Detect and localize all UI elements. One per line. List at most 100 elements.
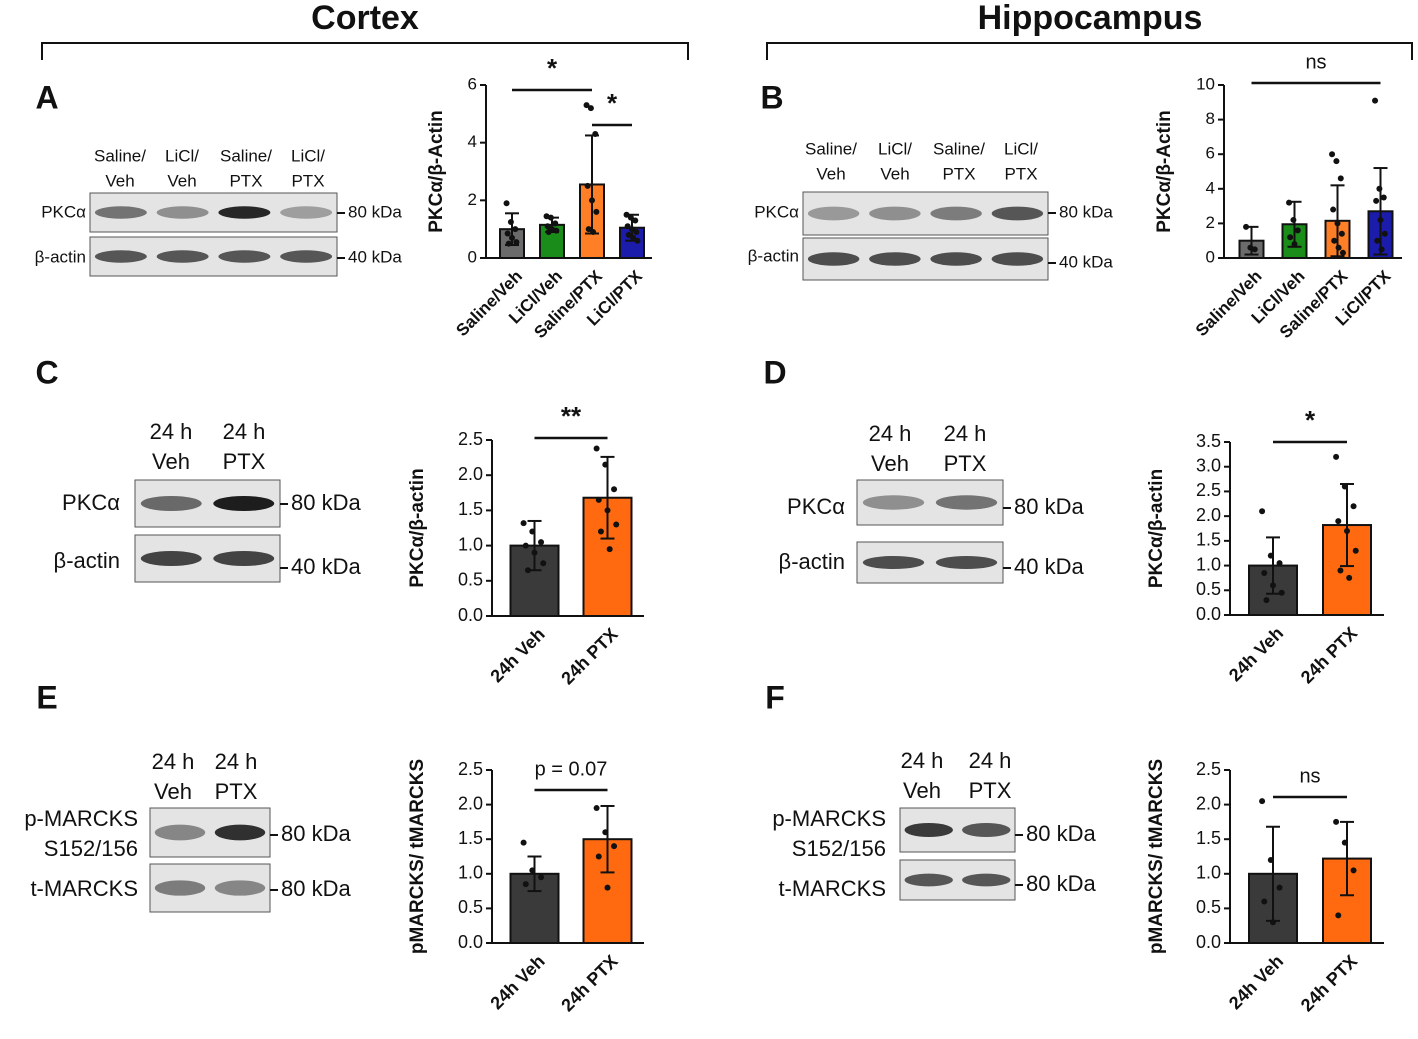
x-tick-label: Saline/Veh — [1192, 267, 1266, 341]
data-point — [538, 539, 545, 546]
y-tick-label: 2.0 — [1196, 505, 1221, 525]
blot-band — [935, 495, 998, 510]
row-label: p-MARCKS — [24, 806, 138, 831]
data-point — [629, 226, 635, 233]
data-point — [1339, 249, 1346, 256]
data-point — [1377, 216, 1384, 223]
blot-band — [962, 873, 1011, 887]
blot-band — [154, 824, 206, 841]
row-label: S152/156 — [44, 836, 138, 861]
lane-label: PTX — [223, 449, 266, 474]
lane-label: 24 h — [152, 749, 195, 774]
y-tick-label: 8 — [1206, 109, 1215, 128]
lane-label: Saline/ — [220, 146, 272, 165]
data-point — [547, 214, 554, 221]
lane-label: Veh — [816, 164, 845, 183]
data-point — [1341, 839, 1348, 846]
data-point — [632, 217, 639, 224]
data-point — [1352, 547, 1359, 554]
error-bar — [1340, 483, 1354, 568]
y-axis-title: PKCα/β-actin — [407, 468, 428, 587]
y-tick-label: 0.5 — [1196, 579, 1221, 599]
error-bar — [1340, 820, 1354, 897]
panel-letter: B — [760, 79, 783, 115]
y-axis-title: PKCα/β-Actin — [426, 110, 447, 233]
lane-label: LiCl/ — [291, 146, 325, 165]
bar — [509, 872, 560, 944]
bracket — [766, 42, 1413, 60]
data-point — [1381, 230, 1388, 237]
x-tick-label: 24h PTX — [557, 624, 621, 688]
blot-band — [94, 250, 147, 263]
y-axis-title: pMARCKS/ tMARCKS — [1146, 759, 1167, 954]
data-point — [1337, 567, 1344, 574]
x-tick-label: 24h Veh — [1225, 623, 1287, 685]
blot-band — [156, 250, 209, 263]
x-tick-label: 24h PTX — [1297, 623, 1361, 687]
lane-label: LiCl/ — [878, 139, 912, 158]
data-point — [1338, 230, 1345, 237]
blot-band — [930, 252, 982, 266]
y-tick-label: 2.5 — [458, 429, 483, 449]
blot-band — [807, 206, 860, 221]
lane-label: PTX — [229, 171, 262, 190]
blot-band — [991, 206, 1044, 221]
data-point — [602, 829, 609, 836]
row-label: PKCα — [754, 202, 799, 221]
data-point — [625, 231, 632, 238]
data-point — [604, 507, 611, 514]
blot-band — [280, 206, 333, 219]
data-point — [1331, 237, 1338, 244]
lane-label: 24 h — [969, 748, 1012, 773]
significance-label: ** — [561, 401, 582, 431]
marker-label: 40 kDa — [348, 247, 402, 266]
panel-letter: D — [763, 354, 786, 390]
data-point — [595, 853, 602, 860]
y-tick-label: 0.0 — [458, 605, 483, 625]
data-point — [1344, 527, 1350, 534]
lane-label: Veh — [903, 778, 941, 803]
data-point — [1372, 97, 1379, 104]
data-point — [512, 226, 519, 233]
y-tick-label: 1.5 — [1196, 828, 1221, 848]
blot-band — [214, 880, 266, 896]
marker-label: 80 kDa — [281, 876, 351, 901]
blot-band — [904, 873, 953, 887]
y-tick-label: 1.5 — [458, 828, 483, 848]
blot-band — [280, 250, 333, 263]
y-tick-label: 2 — [468, 190, 477, 209]
y-tick-label: 1.0 — [1196, 554, 1221, 574]
lane-label: LiCl/ — [165, 146, 199, 165]
data-point — [624, 223, 631, 230]
data-point — [1243, 223, 1250, 230]
row-label: β-actin — [748, 246, 799, 265]
data-point — [1337, 175, 1344, 182]
blot-band — [140, 550, 202, 567]
data-point — [1294, 227, 1301, 234]
y-tick-label: 0.5 — [458, 897, 483, 917]
row-label: β-actin — [779, 549, 845, 574]
data-point — [520, 839, 527, 846]
lane-label: Veh — [105, 171, 134, 190]
row-label: PKCα — [41, 202, 86, 221]
lane-label: Saline/ — [933, 139, 985, 158]
y-tick-label: 3.5 — [1196, 431, 1221, 451]
data-point — [627, 214, 634, 221]
data-point — [1335, 244, 1342, 251]
marker-label: 80 kDa — [348, 202, 402, 221]
y-tick-label: 1.5 — [458, 499, 483, 519]
data-point — [1267, 552, 1274, 559]
lane-label: 24 h — [223, 419, 266, 444]
data-point — [585, 226, 592, 233]
lane-label: Veh — [871, 451, 909, 476]
blot-band — [869, 252, 921, 266]
data-point — [522, 881, 529, 888]
data-point — [1261, 569, 1268, 576]
marker-label: 80 kDa — [1014, 494, 1084, 519]
data-point — [1333, 453, 1340, 460]
blot-band — [935, 555, 998, 570]
panel-letter: C — [35, 354, 58, 390]
y-tick-label: 1.5 — [1196, 530, 1221, 550]
